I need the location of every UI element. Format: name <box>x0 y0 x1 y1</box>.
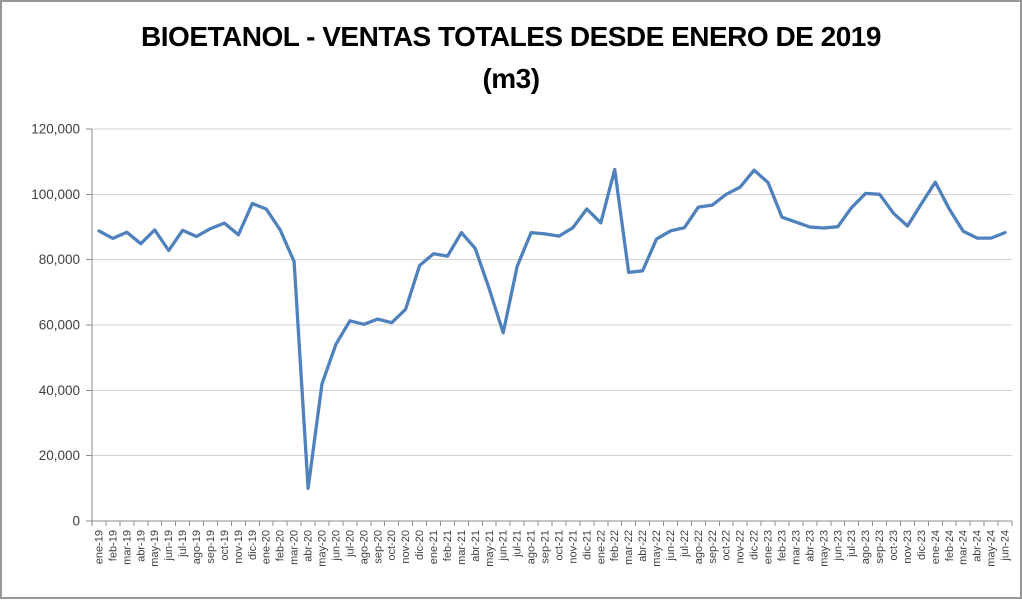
x-axis-label: mar-24 <box>958 530 970 565</box>
x-axis-label: sep-20 <box>372 530 384 564</box>
x-axis-label: nov-21 <box>567 530 579 564</box>
x-axis-label: feb-22 <box>609 530 621 561</box>
x-axis-label: oct-22 <box>721 530 733 561</box>
y-axis-label: 120,000 <box>31 122 80 137</box>
x-axis-label: ene-19 <box>93 530 105 564</box>
x-axis-label: ene-20 <box>261 530 273 564</box>
x-axis-label: abr-20 <box>303 530 315 562</box>
x-axis-label: nov-19 <box>233 530 245 564</box>
x-axis-label: dic-20 <box>414 530 426 560</box>
x-axis-label: feb-23 <box>777 530 789 561</box>
x-axis-label: jun-20 <box>330 530 342 562</box>
x-axis-label: jul-19 <box>177 530 189 558</box>
x-axis-label: dic-23 <box>916 530 928 560</box>
x-axis-label: jun-23 <box>832 530 844 562</box>
x-axis-label: feb-19 <box>107 530 119 561</box>
chart-line <box>97 167 1007 490</box>
x-axis-label: jun-19 <box>163 530 175 562</box>
x-axis-label: sep-21 <box>540 530 552 564</box>
y-axis-label: 80,000 <box>39 252 80 267</box>
x-axis-label: ago-19 <box>191 530 203 564</box>
x-axis-label: sep-19 <box>205 530 217 564</box>
x-axis-label: sep-22 <box>707 530 719 564</box>
x-axis-label: ago-22 <box>693 530 705 564</box>
x-axis-label: nov-22 <box>735 530 747 564</box>
x-axis-label: abr-21 <box>470 530 482 562</box>
x-axis-label: ene-24 <box>930 530 942 564</box>
x-axis-label: oct-23 <box>888 530 900 561</box>
x-axis-label: abr-23 <box>804 530 816 562</box>
x-axis-label: mar-23 <box>790 530 802 565</box>
x-axis-label: jul-20 <box>344 530 356 558</box>
x-axis-label: feb-24 <box>944 530 956 561</box>
x-axis-label: mar-19 <box>121 530 133 565</box>
x-axis-label: jul-21 <box>512 530 524 558</box>
y-axis-label: 0 <box>72 514 80 529</box>
x-axis-label: may-24 <box>986 530 998 567</box>
x-axis-label: feb-20 <box>275 530 287 561</box>
x-axis-label: may-21 <box>484 530 496 567</box>
x-axis-label: may-23 <box>818 530 830 567</box>
x-axis-label: mar-22 <box>623 530 635 565</box>
y-axis-label: 40,000 <box>39 383 80 398</box>
x-axis-label: sep-23 <box>874 530 886 564</box>
x-axis-label: abr-22 <box>637 530 649 562</box>
y-axis-label: 60,000 <box>39 318 80 333</box>
x-axis-label: jul-22 <box>679 530 691 558</box>
x-axis-label: ene-21 <box>428 530 440 564</box>
x-axis-label: dic-19 <box>247 530 259 560</box>
x-axis-label: nov-23 <box>902 530 914 564</box>
x-axis-label: may-20 <box>317 530 329 567</box>
x-axis-label: ago-21 <box>526 530 538 564</box>
x-axis-label: jun-22 <box>665 530 677 562</box>
x-axis-label: dic-21 <box>581 530 593 560</box>
x-axis-label: mar-20 <box>289 530 301 565</box>
x-axis-label: ago-23 <box>860 530 872 564</box>
x-axis-label: oct-19 <box>219 530 231 561</box>
x-axis-label: abr-24 <box>972 530 984 562</box>
chart-title-line2: (m3) <box>482 63 540 94</box>
chart-title-line1: BIOETANOL - VENTAS TOTALES DESDE ENERO D… <box>141 21 881 52</box>
x-axis-label: jun-24 <box>1000 530 1012 562</box>
x-axis-label: jul-23 <box>846 530 858 558</box>
chart-title: BIOETANOL - VENTAS TOTALES DESDE ENERO D… <box>2 16 1020 100</box>
x-axis-label: ene-23 <box>763 530 775 564</box>
x-axis-label: jun-21 <box>498 530 510 562</box>
y-axis-label: 20,000 <box>39 448 80 463</box>
x-axis-label: may-22 <box>651 530 663 567</box>
x-axis-label: nov-20 <box>400 530 412 564</box>
x-axis-label: ene-22 <box>595 530 607 564</box>
x-axis-label: ago-20 <box>358 530 370 564</box>
x-axis-label: may-19 <box>149 530 161 567</box>
x-axis-label: feb-21 <box>442 530 454 561</box>
y-axis-label: 100,000 <box>31 187 80 202</box>
x-axis-label: oct-20 <box>386 530 398 561</box>
x-axis-label: oct-21 <box>553 530 565 561</box>
x-axis-label: abr-19 <box>135 530 147 562</box>
x-axis-label: dic-22 <box>749 530 761 560</box>
x-axis-label: mar-21 <box>456 530 468 565</box>
